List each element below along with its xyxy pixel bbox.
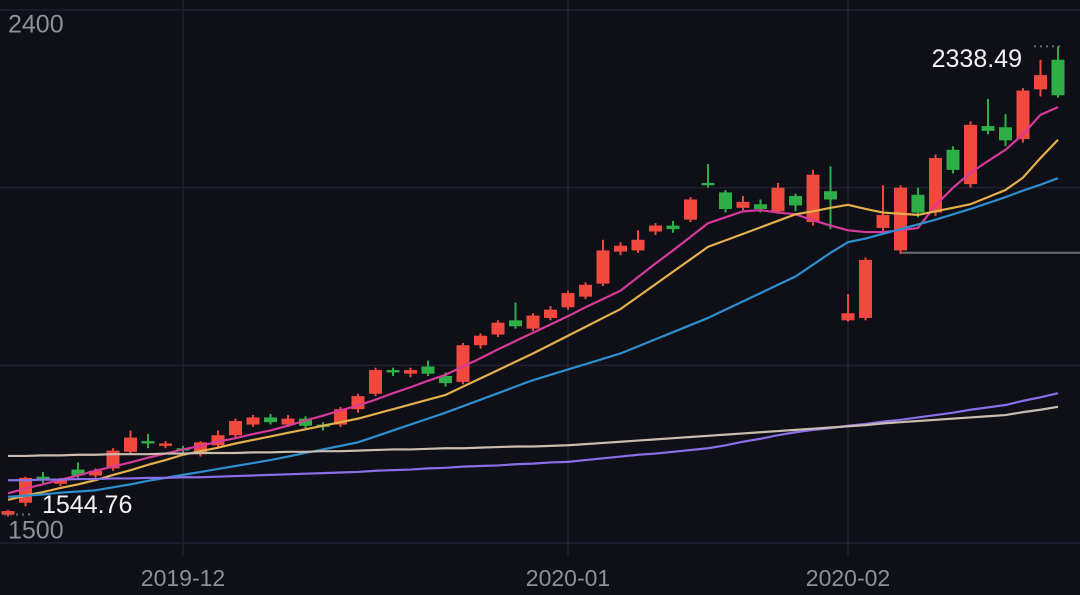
candle-body xyxy=(719,192,732,209)
candle-body xyxy=(771,187,785,212)
candle-body xyxy=(754,204,767,209)
candle-body xyxy=(141,441,155,444)
candle-body xyxy=(1051,59,1065,96)
candle-body xyxy=(124,437,137,452)
candle-body xyxy=(36,476,50,480)
candle-body xyxy=(439,375,452,384)
y-tick-label: 1500 xyxy=(8,517,64,545)
candle-body xyxy=(1016,90,1030,140)
max-label: 2338.49 xyxy=(932,45,1022,73)
candle-body xyxy=(806,174,820,223)
candle-body xyxy=(369,370,382,394)
candle-body xyxy=(964,124,977,185)
candle-body xyxy=(631,239,645,251)
x-tick-label: 2020-02 xyxy=(806,565,890,591)
candle-body xyxy=(491,322,505,335)
candle-body xyxy=(1,511,15,515)
candle-body xyxy=(246,417,260,425)
ma-line xyxy=(7,177,1059,498)
candle-body xyxy=(456,345,470,382)
candle-body xyxy=(544,309,557,318)
candle-body xyxy=(421,366,435,374)
min-label: 1544.76 xyxy=(42,491,132,519)
candle-body xyxy=(1034,75,1047,90)
candle-body xyxy=(194,442,207,455)
ma-line xyxy=(8,405,1059,458)
candle-body xyxy=(894,187,907,251)
candle-body xyxy=(701,182,715,186)
candle-body xyxy=(789,195,802,206)
candle-body xyxy=(386,370,400,373)
candle-body xyxy=(876,214,890,228)
candle-body xyxy=(299,418,312,426)
ma-line xyxy=(7,106,1059,495)
candle-body xyxy=(54,480,67,484)
candle-body xyxy=(264,417,277,423)
candle-body xyxy=(561,293,575,308)
candle-body xyxy=(579,284,592,297)
candle-body xyxy=(841,313,855,321)
candle-body xyxy=(649,225,662,232)
candle-body xyxy=(981,126,995,131)
candle-body xyxy=(526,315,540,329)
candle-body xyxy=(614,245,627,252)
candle-body xyxy=(89,470,102,476)
candle-body xyxy=(474,335,487,346)
candle-body xyxy=(71,469,85,476)
ma-line xyxy=(8,392,1059,482)
candle-body xyxy=(859,259,872,318)
y-tick-label: 2400 xyxy=(8,11,64,39)
ma-line xyxy=(7,138,1059,501)
candle-body xyxy=(824,191,837,200)
candle-body xyxy=(684,199,697,220)
candle-body xyxy=(404,370,417,374)
candle-body xyxy=(211,435,225,446)
candle-body xyxy=(666,225,680,230)
x-tick-label: 2019-12 xyxy=(141,565,225,591)
candle-body xyxy=(281,418,295,425)
candle-body xyxy=(159,443,172,446)
candle-body xyxy=(596,250,610,284)
x-tick-label: 2020-01 xyxy=(526,565,610,591)
candle-body xyxy=(999,127,1012,141)
candle-body xyxy=(929,158,942,213)
candle-body xyxy=(509,320,522,327)
candle-body xyxy=(946,149,960,170)
candle-body xyxy=(736,201,750,208)
candle-body xyxy=(229,421,242,436)
candle-body xyxy=(911,194,925,213)
